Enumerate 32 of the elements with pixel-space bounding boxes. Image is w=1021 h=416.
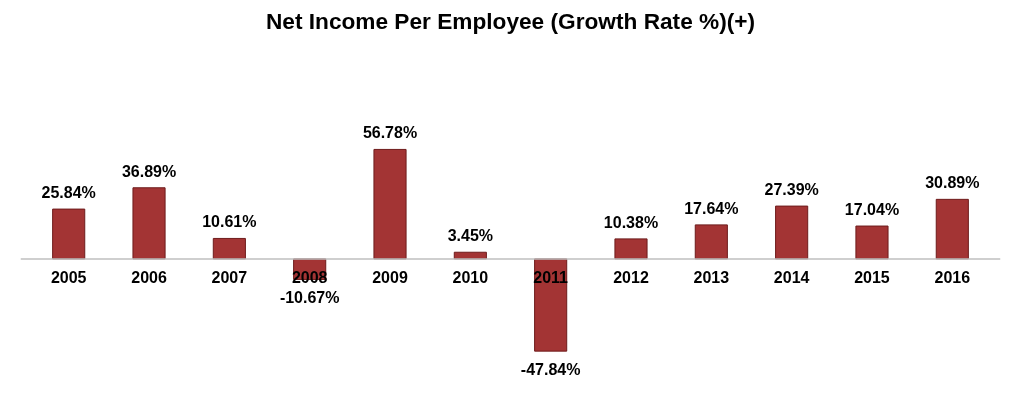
data-label: 27.39% [764,181,819,199]
data-label: 10.61% [202,213,257,231]
data-label: 17.04% [844,201,900,219]
data-label: 25.84% [41,184,96,202]
x-tick-label: 2013 [693,268,730,286]
data-label: 3.45% [447,227,494,245]
bar [373,148,407,260]
x-tick-label: 2006 [131,268,167,286]
x-tick-label: 2010 [452,268,489,286]
chart-title: Net Income Per Employee (Growth Rate %)(+) [265,7,756,34]
data-label: 30.89% [925,174,980,192]
bar [935,198,969,260]
data-label: 17.64% [684,199,739,217]
x-tick-label: 2016 [934,268,971,286]
bar [52,208,86,260]
data-label: 36.89% [121,162,177,180]
x-tick-label: 2009 [372,268,408,286]
x-tick-label: 2007 [211,268,248,286]
data-label: 56.78% [362,124,418,142]
bar [614,238,648,260]
x-tick-label: 2005 [50,268,87,286]
bar [855,225,889,260]
data-label: -10.67% [279,289,340,307]
x-tick-label: 2014 [773,268,810,286]
bar [132,187,166,260]
bar [694,224,728,260]
x-tick-label: 2015 [854,268,890,286]
data-label: -47.84% [520,361,581,379]
bar [212,237,246,260]
data-label: 10.38% [603,213,659,231]
bar [775,205,809,260]
x-tick-label: 2012 [613,268,649,286]
